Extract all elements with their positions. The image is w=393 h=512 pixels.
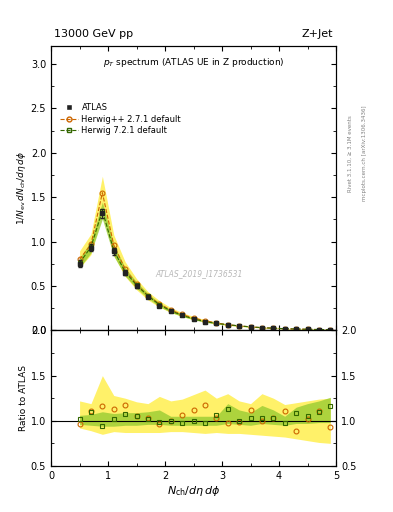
Text: ATLAS_2019_I1736531: ATLAS_2019_I1736531: [156, 269, 243, 278]
Text: 13000 GeV pp: 13000 GeV pp: [54, 29, 133, 39]
Text: Rivet 3.1.10, ≥ 3.1M events: Rivet 3.1.10, ≥ 3.1M events: [348, 115, 353, 192]
X-axis label: $N_\mathrm{ch}/d\eta\,d\phi$: $N_\mathrm{ch}/d\eta\,d\phi$: [167, 483, 220, 498]
Text: mcplots.cern.ch [arXiv:1306.3436]: mcplots.cern.ch [arXiv:1306.3436]: [362, 106, 367, 201]
Text: $p_T$ spectrum (ATLAS UE in Z production): $p_T$ spectrum (ATLAS UE in Z production…: [103, 56, 284, 69]
Text: Z+Jet: Z+Jet: [302, 29, 333, 39]
Legend: ATLAS, Herwig++ 2.7.1 default, Herwig 7.2.1 default: ATLAS, Herwig++ 2.7.1 default, Herwig 7.…: [58, 101, 183, 137]
Y-axis label: $1/N_\mathrm{ev}\,dN_\mathrm{ch}/d\eta\,d\phi$: $1/N_\mathrm{ev}\,dN_\mathrm{ch}/d\eta\,…: [15, 151, 28, 225]
Y-axis label: Ratio to ATLAS: Ratio to ATLAS: [19, 365, 28, 431]
